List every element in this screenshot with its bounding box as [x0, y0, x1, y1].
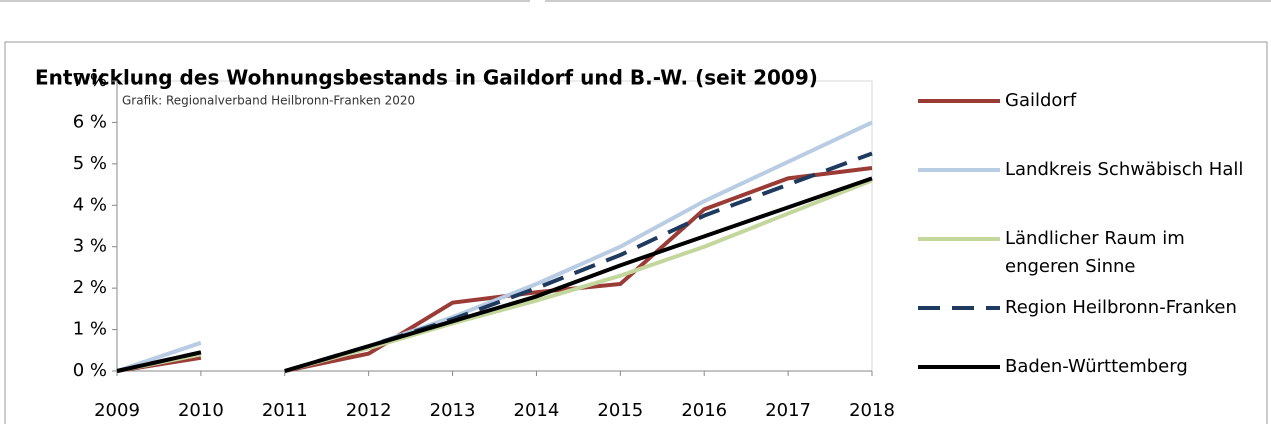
y-tick-label: 2 %: [73, 277, 107, 298]
series-line: [116, 120, 873, 373]
y-tick-label: 1 %: [73, 319, 107, 340]
series-line: [116, 166, 873, 373]
legend-label: Baden-Württemberg: [1005, 356, 1188, 377]
y-tick-label: 0 %: [73, 360, 107, 381]
x-tick-label: 2016: [681, 400, 727, 421]
series-line: [116, 178, 873, 373]
legend-label: Region Heilbronn-Franken: [1005, 297, 1237, 318]
x-tick-label: 2017: [765, 400, 811, 421]
y-tick-label: 3 %: [73, 236, 107, 257]
x-tick-label: 2010: [178, 400, 224, 421]
x-tick-label: 2011: [262, 400, 308, 421]
y-tick-label: 4 %: [73, 194, 107, 215]
x-tick-label: 2018: [849, 400, 895, 421]
x-tick-label: 2014: [514, 400, 560, 421]
series-line: [116, 151, 873, 373]
y-tick-label: 6 %: [73, 111, 107, 132]
legend-label: Landkreis Schwäbisch Hall: [1005, 159, 1244, 180]
legend-label: Ländlicher Raum im engeren Sinne: [1005, 228, 1185, 277]
series-line: [116, 176, 873, 373]
x-tick-label: 2009: [94, 400, 140, 421]
y-tick-label: 7 %: [73, 70, 107, 91]
chart-frame: [4, 41, 1268, 424]
x-tick-label: 2013: [430, 400, 476, 421]
legend-label: Gaildorf: [1005, 90, 1077, 111]
chart-title: Entwicklung des Wohnungsbestands in Gail…: [35, 66, 818, 90]
y-tick-label: 5 %: [73, 153, 107, 174]
annotation: Grafik: Regionalverband Heilbronn-Franke…: [122, 94, 415, 108]
x-tick-label: 2015: [597, 400, 643, 421]
x-tick-label: 2012: [346, 400, 392, 421]
